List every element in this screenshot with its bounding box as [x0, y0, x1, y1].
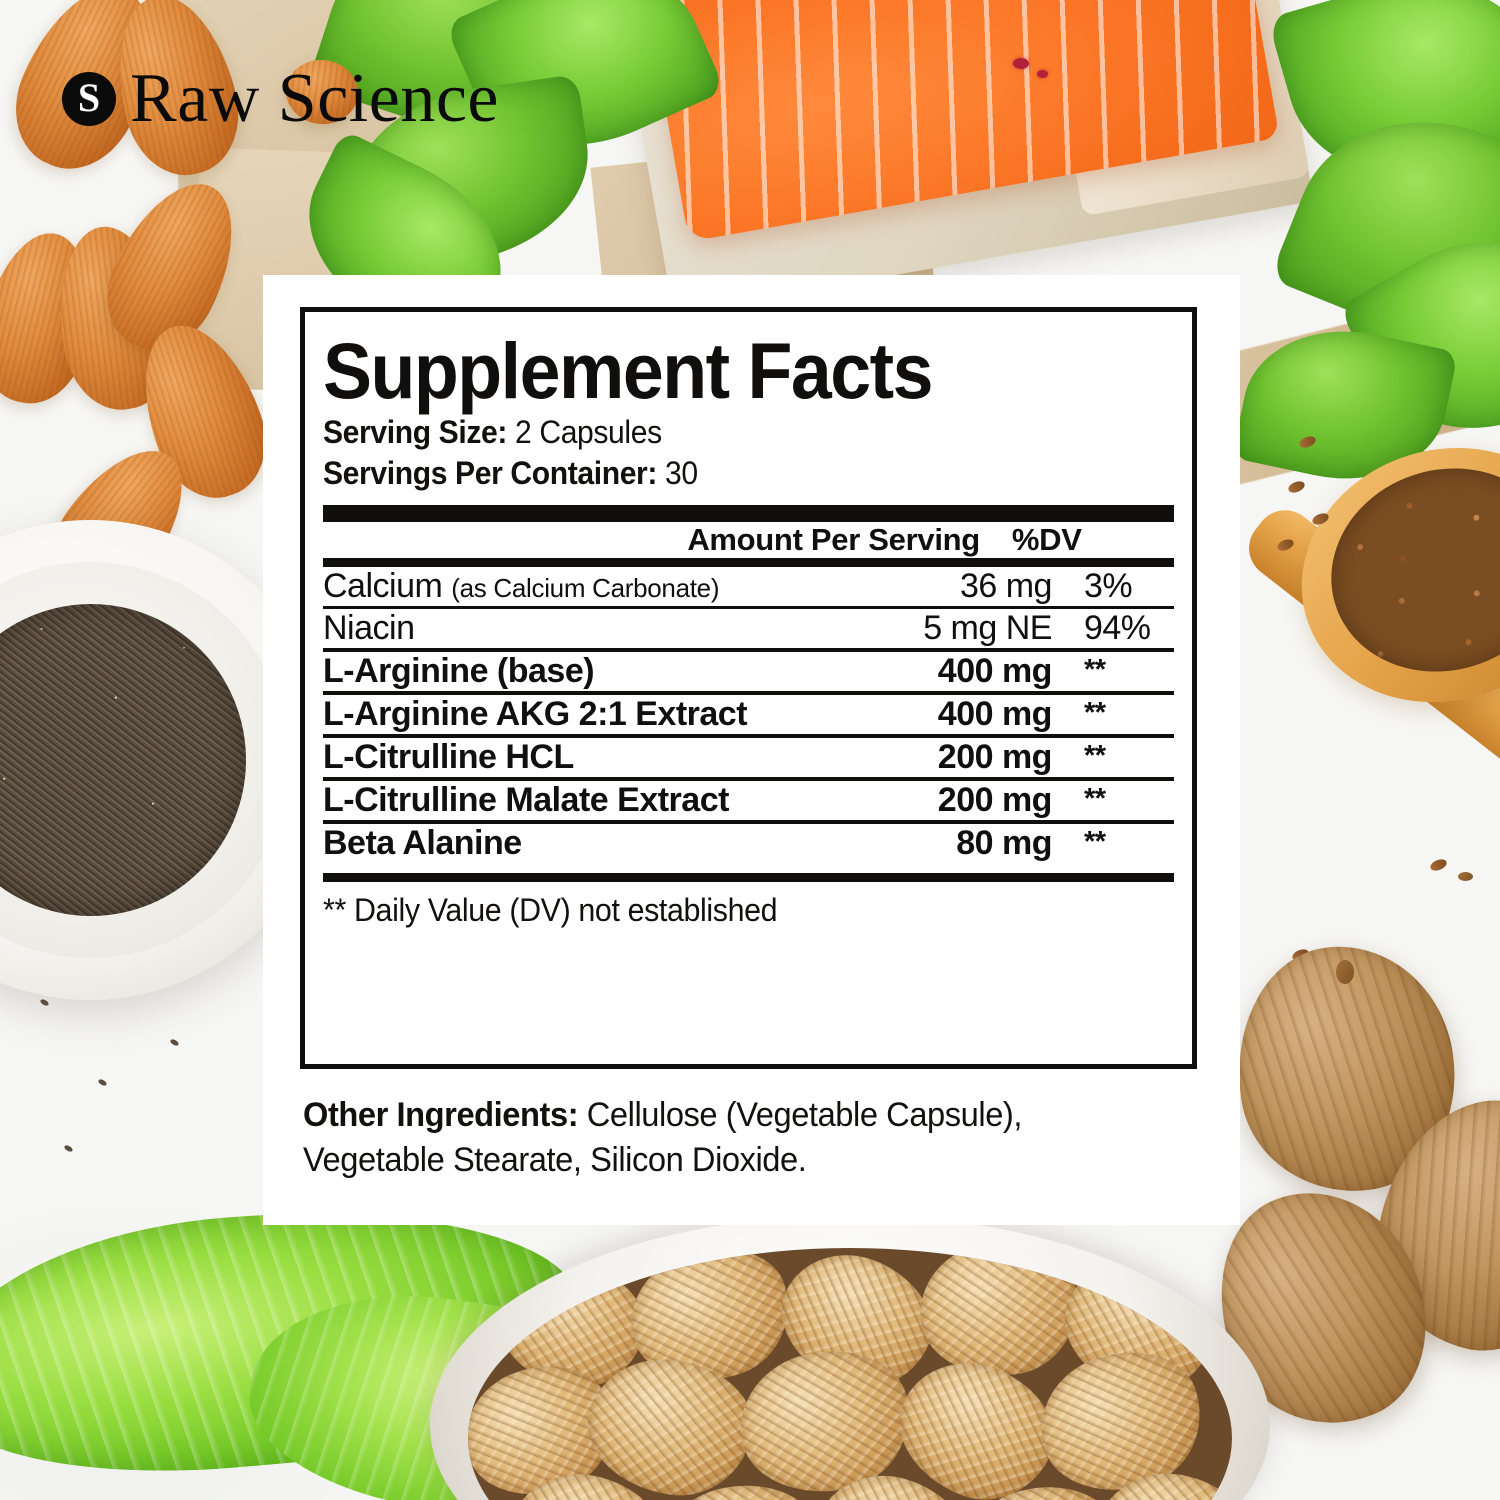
row-divider	[323, 777, 1174, 782]
brand-name: Raw Science	[130, 60, 499, 137]
nutrient-rows-table: Calcium (as Calcium Carbonate) 36 mg 3% …	[323, 567, 1174, 863]
table-row: L-Arginine AKG 2:1 Extract 400 mg **	[323, 695, 1174, 734]
row-divider	[323, 648, 1174, 653]
table-row: Niacin 5 mg NE 94%	[323, 609, 1174, 648]
column-header-amount: Amount Per Serving	[687, 522, 980, 558]
row-divider	[323, 691, 1174, 696]
nutrient-amount: 400 mg	[937, 652, 1053, 691]
servings-per-container-line: Servings Per Container: 30	[323, 453, 1123, 494]
serving-size-value: 2 Capsules	[515, 414, 662, 451]
walnut-half	[911, 1248, 1087, 1387]
nutrient-dv: **	[1083, 740, 1106, 773]
nutrient-name-main: L-Citrulline Malate Extract	[323, 781, 729, 820]
nutrient-amount: 36 mg	[959, 567, 1052, 606]
supplement-facts-box: Supplement Facts Serving Size: 2 Capsule…	[300, 307, 1197, 1069]
walnut-crumb	[1336, 960, 1354, 984]
nutrient-amount: 200 mg	[937, 781, 1053, 820]
brand-logo: S Raw Science	[62, 64, 499, 134]
nutrient-name-main: L-Arginine AKG 2:1 Extract	[323, 695, 748, 734]
daily-value-footnote: ** Daily Value (DV) not established	[323, 892, 778, 929]
nutrient-name: L-Citrulline Malate Extract	[323, 781, 877, 820]
nutrient-name: Niacin	[323, 609, 877, 648]
other-ingredients-label: Other Ingredients:	[303, 1096, 579, 1134]
nutrient-amount: 200 mg	[937, 738, 1053, 777]
nutrient-name: L-Arginine AKG 2:1 Extract	[323, 695, 877, 734]
nutrient-name-source: (as Calcium Carbonate)	[451, 573, 720, 604]
walnut-crumb	[1458, 872, 1473, 881]
divider-thick-top	[323, 505, 1174, 523]
chia-seeds	[0, 604, 246, 916]
serving-size-label: Serving Size:	[323, 414, 508, 451]
salmon-peppercorn	[1013, 58, 1029, 69]
nutrient-name-main: Beta Alanine	[323, 824, 522, 863]
nutrient-name: L-Citrulline HCL	[323, 738, 877, 777]
monogram-letter: S	[77, 75, 101, 120]
page-title: Supplement Facts	[323, 326, 933, 415]
nutrient-dv: **	[1083, 826, 1106, 859]
servings-per-container-value: 30	[665, 454, 698, 491]
table-row: Calcium (as Calcium Carbonate) 36 mg 3%	[323, 567, 1174, 606]
nutrient-dv: **	[1083, 654, 1106, 687]
divider-medium	[323, 558, 1174, 568]
nutrient-amount: 5 mg NE	[923, 609, 1052, 648]
column-header-dv: %DV	[1011, 522, 1082, 558]
table-row: Beta Alanine 80 mg **	[323, 824, 1174, 863]
table-header-row: Amount Per Serving %DV	[323, 522, 1174, 558]
nutrient-name: Beta Alanine	[323, 824, 877, 863]
nutrient-dv: 94%	[1083, 609, 1151, 648]
row-divider	[323, 734, 1174, 739]
nutrient-dv: **	[1083, 697, 1106, 730]
salmon-peppercorn	[1037, 70, 1048, 78]
nutrient-dv: **	[1083, 783, 1106, 816]
nutrient-name-main: Calcium	[323, 567, 452, 606]
table-row: L-Citrulline Malate Extract 200 mg **	[323, 781, 1174, 820]
nutrition-table: Amount Per Serving %DV	[323, 522, 1174, 558]
nutrient-name-main: Niacin	[323, 609, 415, 648]
nutrient-name: L-Arginine (base)	[323, 652, 877, 691]
nutrient-name-main: L-Citrulline HCL	[323, 738, 574, 777]
serving-size-line: Serving Size: 2 Capsules	[323, 412, 1123, 453]
table-row: L-Citrulline HCL 200 mg **	[323, 738, 1174, 777]
nutrient-dv: 3%	[1083, 567, 1133, 606]
table-row: L-Arginine (base) 400 mg **	[323, 652, 1174, 691]
nutrient-amount: 400 mg	[937, 695, 1053, 734]
nutrient-name: Calcium (as Calcium Carbonate)	[323, 567, 877, 606]
divider-footnote	[323, 873, 1174, 883]
walnut-bowl-contents	[468, 1248, 1232, 1500]
supplement-facts-panel: Supplement Facts Serving Size: 2 Capsule…	[263, 275, 1240, 1225]
other-ingredients: Other Ingredients: Cellulose (Vegetable …	[303, 1093, 1167, 1183]
row-divider	[323, 606, 1174, 610]
nutrient-name-main: L-Arginine (base)	[323, 652, 595, 691]
servings-per-container-label: Servings Per Container:	[323, 454, 658, 491]
nutrient-amount: 80 mg	[956, 824, 1052, 863]
other-ingredients-value: Cellulose (Vegetable Capsule), Vegetable…	[303, 1096, 1022, 1179]
row-divider	[323, 820, 1174, 825]
raw-science-monogram-icon: S	[62, 72, 116, 126]
